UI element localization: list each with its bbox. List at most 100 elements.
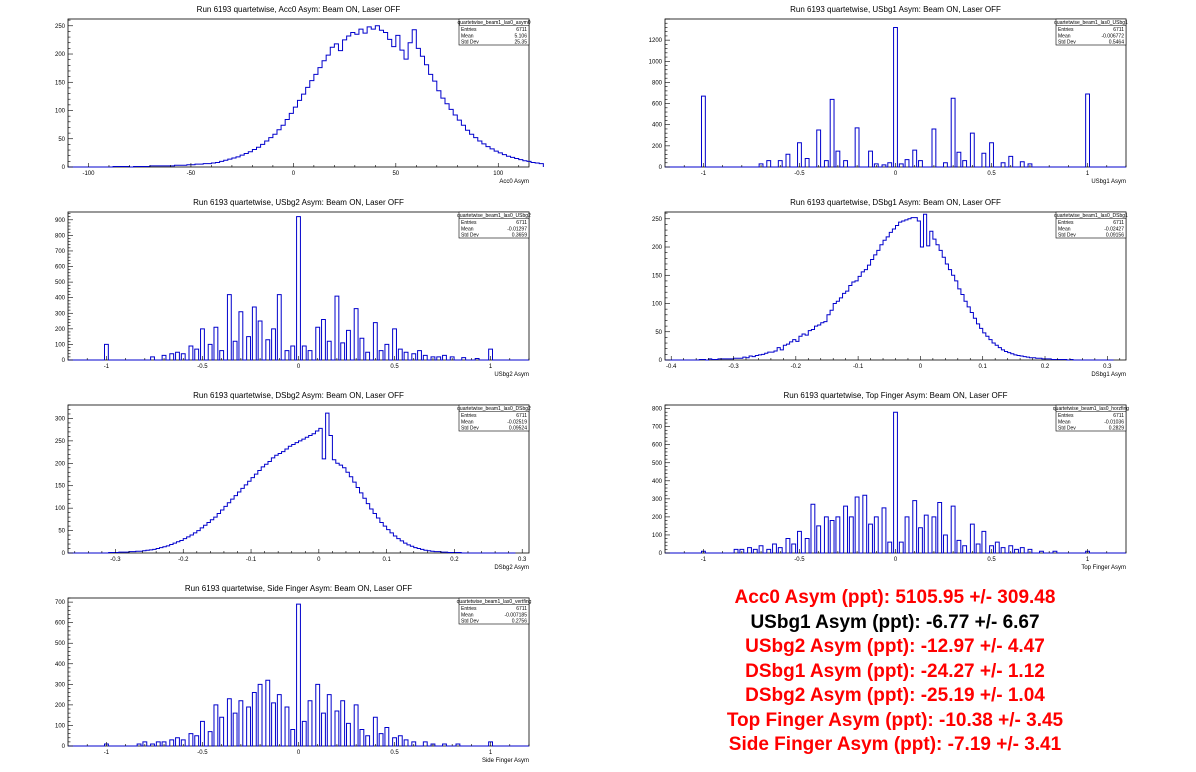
x-tick-label: 0	[894, 557, 898, 563]
asymmetry-summary: Acc0 Asym (ppt): 5105.95 +/- 309.48 USbg…	[700, 586, 1090, 758]
y-tick-label: 200	[55, 327, 66, 333]
stats-value: 6711	[1113, 413, 1124, 419]
histogram-panel-dsbg2: Run 6193 quartetwise, DSbg2 Asym: Beam O…	[55, 391, 531, 571]
stats-label: Entries	[461, 606, 477, 612]
stats-value: 6711	[1113, 27, 1124, 33]
y-tick-label: 600	[55, 621, 66, 627]
stats-name: quartetwise_beam1_las0_vertfing	[457, 599, 532, 605]
y-tick-label: 200	[55, 461, 66, 467]
histogram-line	[68, 412, 516, 554]
x-tick-label: -50	[187, 171, 196, 177]
histogram-panel-side-finger: Run 6193 quartetwise, Side Finger Asym: …	[55, 584, 532, 764]
x-tick-label: -0.1	[853, 364, 864, 370]
x-tick-label: -0.2	[178, 557, 189, 563]
y-tick-label: 1000	[649, 59, 663, 65]
stats-frame	[458, 404, 530, 432]
histogram-panel-acc0: Run 6193 quartetwise, Acc0 Asym: Beam ON…	[55, 5, 544, 185]
histogram-line	[68, 216, 529, 361]
x-tick-label: 0.5	[390, 750, 399, 756]
panel-title: Run 6193 quartetwise, USbg1 Asym: Beam O…	[790, 5, 1001, 14]
x-tick-label: 0	[297, 364, 301, 370]
x-tick-label: -0.5	[197, 750, 208, 756]
x-tick-label: 1	[489, 364, 493, 370]
y-tick-label: 300	[55, 682, 66, 688]
stats-name: quartetwise_beam1_las0_DSbg2	[457, 406, 531, 412]
stats-value: 0.5464	[1109, 40, 1125, 46]
stats-label: Std Dev	[461, 233, 479, 239]
stats-label: Entries	[1058, 220, 1074, 226]
x-tick-label: 0.3	[1103, 364, 1112, 370]
histogram-line	[68, 603, 529, 747]
x-tick-label: 0	[919, 364, 923, 370]
y-tick-label: 0	[659, 165, 663, 171]
histogram-panel-top-finger: Run 6193 quartetwise, Top Finger Asym: B…	[652, 391, 1129, 571]
x-tick-label: -0.4	[666, 364, 677, 370]
stats-label: Std Dev	[461, 40, 479, 46]
stats-value: -0.01297	[507, 226, 527, 232]
stats-value: 0.09524	[509, 426, 527, 432]
histogram-line	[665, 26, 1126, 168]
x-tick-label: 0.1	[382, 557, 391, 563]
stats-label: Mean	[461, 33, 474, 39]
x-tick-label: 0.2	[450, 557, 459, 563]
x-tick-label: 0.3	[518, 557, 527, 563]
x-tick-label: 0.5	[390, 364, 399, 370]
y-tick-label: 300	[652, 497, 663, 503]
y-tick-label: 300	[55, 416, 66, 422]
plot-frame	[67, 18, 530, 168]
x-tick-label: -1	[701, 557, 707, 563]
y-tick-label: 150	[55, 484, 66, 490]
y-tick-label: 0	[62, 551, 66, 557]
x-axis-label: Side Finger Asym	[482, 758, 529, 764]
summary-line-usbg1: USbg1 Asym (ppt): -6.77 +/- 6.67	[750, 611, 1040, 633]
y-tick-label: 400	[652, 123, 663, 129]
y-tick-label: 100	[55, 506, 66, 512]
stats-value: 0.3659	[512, 233, 528, 239]
x-tick-label: -1	[701, 171, 707, 177]
stats-frame	[1055, 404, 1127, 432]
stats-label: Std Dev	[1058, 40, 1076, 46]
stats-value: 0.09156	[1106, 233, 1124, 239]
y-tick-label: 400	[652, 479, 663, 485]
y-tick-label: 0	[659, 551, 663, 557]
x-tick-label: 0	[297, 750, 301, 756]
stats-value: -0.02519	[507, 419, 527, 425]
stats-frame	[1055, 211, 1127, 239]
x-axis-label: USbg2 Asym	[494, 372, 529, 378]
stats-frame	[458, 597, 530, 625]
y-tick-label: 0	[62, 358, 66, 364]
x-axis-label: DSbg2 Asym	[494, 565, 529, 571]
y-tick-label: 800	[55, 233, 66, 239]
plot-frame	[67, 404, 530, 554]
y-tick-label: 150	[55, 80, 66, 86]
x-tick-label: -0.3	[110, 557, 121, 563]
y-tick-label: 500	[55, 280, 66, 286]
stats-frame	[458, 211, 530, 239]
y-tick-label: 250	[55, 439, 66, 445]
x-tick-label: 50	[392, 171, 399, 177]
stats-label: Mean	[461, 419, 474, 425]
histogram-line	[68, 25, 544, 168]
stats-name: quartetwise_beam1_las0_USbg2	[457, 213, 531, 219]
stats-value: 6711	[1113, 220, 1124, 226]
y-tick-label: 100	[652, 533, 663, 539]
stats-value: -0.02427	[1104, 226, 1124, 232]
y-tick-label: 200	[55, 52, 66, 58]
y-tick-label: 500	[55, 641, 66, 647]
y-tick-label: 200	[55, 703, 66, 709]
stats-value: 6711	[516, 413, 527, 419]
histogram-line	[665, 411, 1126, 554]
x-tick-label: 0.5	[987, 557, 996, 563]
stats-value: 6711	[516, 606, 527, 612]
y-tick-label: 700	[55, 249, 66, 255]
y-tick-label: 800	[652, 80, 663, 86]
y-tick-label: 200	[652, 245, 663, 251]
x-axis-label: USbg1 Asym	[1091, 179, 1126, 185]
stats-name: quartetwise_beam1_las0_horzfing	[1053, 406, 1129, 412]
summary-line-dsbg1: DSbg1 Asym (ppt): -24.27 +/- 1.12	[745, 660, 1045, 682]
stats-label: Std Dev	[461, 426, 479, 432]
x-tick-label: -1	[104, 364, 110, 370]
y-tick-label: 600	[55, 265, 66, 271]
x-tick-label: 0	[317, 557, 321, 563]
